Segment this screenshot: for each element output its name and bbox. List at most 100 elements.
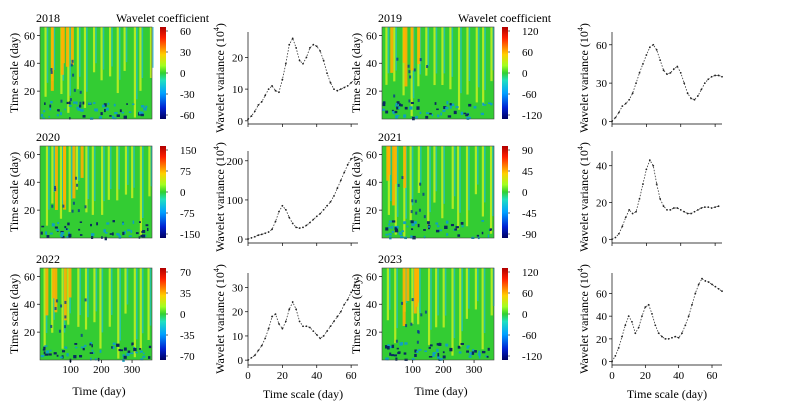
- variance-point: [714, 285, 717, 288]
- variance-ytick-label: 20: [596, 334, 608, 346]
- variance-ylabel: Wavelet variance (104): [576, 23, 591, 133]
- colorbar-tick-label: -150: [180, 229, 201, 241]
- variance-point: [624, 102, 627, 105]
- variance-ytick-label: 20: [596, 198, 608, 210]
- variance-ylabel: Wavelet variance (104): [212, 264, 227, 374]
- variance-point: [257, 234, 260, 237]
- variance-point: [634, 332, 637, 335]
- variance-point: [617, 232, 620, 235]
- variance-point: [312, 43, 315, 46]
- variance-point: [247, 118, 249, 121]
- variance-point: [681, 332, 683, 335]
- colorbar-tick-label: 0: [180, 187, 186, 199]
- variance-ylabel-text: Wavelet variance (10: [577, 272, 591, 374]
- heatmap-ytick-label: 40: [24, 177, 36, 189]
- variance-point: [672, 207, 675, 209]
- heatmap-texture: [385, 146, 494, 240]
- variance-point: [697, 208, 699, 211]
- variance-xlabel: Time scale (day): [627, 387, 707, 401]
- heatmap-ytick-label: 60: [366, 271, 378, 283]
- variance-point: [621, 335, 623, 338]
- year-label: 2021: [378, 130, 402, 144]
- variance-point: [661, 335, 663, 338]
- heatmap-texture: [382, 27, 495, 121]
- variance-point: [676, 207, 679, 209]
- colorbar-tick-label: 90: [522, 145, 534, 157]
- variance-point: [291, 222, 294, 225]
- variance-point: [346, 163, 349, 166]
- variance-point: [346, 298, 349, 301]
- variance-point: [322, 208, 325, 211]
- heatmap-xtick-label: 100: [404, 364, 421, 376]
- heatmap-ytick-label: 60: [24, 30, 36, 42]
- variance-point: [284, 62, 287, 65]
- variance-point: [621, 105, 624, 108]
- variance-point: [717, 288, 720, 290]
- variance-point: [291, 37, 294, 40]
- colorbar-tick-label: 60: [522, 288, 534, 300]
- variance-ytick-label: 0: [238, 355, 244, 367]
- colorbar-tick-label: -60: [522, 89, 537, 101]
- variance-ytick-label: 0: [602, 116, 608, 128]
- variance-ytick-label: 20: [232, 52, 244, 64]
- variance-point: [659, 59, 662, 62]
- variance-point: [700, 88, 703, 91]
- variance-series-line: [611, 159, 719, 240]
- variance-point: [611, 120, 613, 123]
- heatmap-ytick-label: 60: [366, 149, 378, 161]
- variance-ylabel-close: ): [213, 23, 227, 27]
- variance-point: [648, 159, 651, 162]
- variance-point: [315, 333, 318, 336]
- variance-point: [250, 237, 253, 239]
- variance-point: [284, 320, 287, 323]
- variance-point: [697, 94, 699, 97]
- variance-point: [350, 157, 353, 160]
- variance-ylabel-close: ): [577, 142, 591, 146]
- heatmap-xtick-label: 100: [62, 364, 79, 376]
- variance-ytick-label: 100: [227, 195, 244, 207]
- variance-point: [315, 215, 318, 218]
- variance-ylabel-close: ): [577, 23, 591, 27]
- variance-point: [721, 75, 723, 78]
- variance-point: [312, 218, 315, 221]
- variance-point: [271, 85, 273, 87]
- variance-point: [336, 187, 339, 190]
- colorbar: 120 60 0 -60 -120 Wavelet coefficient: [458, 11, 552, 122]
- heatmap-ytick-label: 40: [24, 299, 36, 311]
- colorbar-gradient: [502, 146, 508, 238]
- variance-point: [312, 330, 315, 333]
- heatmap-xlabel: Time (day): [414, 384, 467, 398]
- colorbar-gradient: [160, 146, 166, 238]
- variance-point: [674, 335, 677, 338]
- variance-point: [326, 330, 328, 333]
- colorbar: 120 60 0 -60 -120: [502, 267, 543, 363]
- variance-point: [686, 212, 689, 215]
- variance-point: [253, 235, 256, 238]
- variance-ylabel-sup: 4: [576, 146, 585, 150]
- variance-point: [274, 220, 277, 223]
- variance-point: [274, 89, 277, 92]
- variance-point: [638, 197, 641, 200]
- variance-point: [631, 92, 634, 95]
- variance-point: [247, 238, 249, 240]
- variance-point: [284, 208, 287, 211]
- colorbar-tick-label: -60: [522, 330, 537, 342]
- variance-point: [690, 212, 692, 215]
- variance-ytick-label: 40: [596, 311, 608, 323]
- variance-ylabel-sup: 4: [212, 268, 221, 272]
- variance-ylabel-sup: 4: [576, 268, 585, 272]
- variance-point: [710, 207, 713, 209]
- variance-point: [281, 204, 284, 207]
- variance-point: [700, 207, 703, 209]
- variance-point: [672, 68, 675, 70]
- variance-point: [278, 210, 280, 213]
- variance-point: [326, 72, 328, 75]
- variance-point: [343, 303, 346, 306]
- variance-point: [635, 210, 637, 213]
- variance-ytick-label: 20: [232, 307, 244, 319]
- variance-point: [617, 111, 620, 114]
- heatmap-ytick-label: 40: [366, 177, 378, 189]
- variance-point: [662, 69, 665, 72]
- heatmap-xtick-label: 200: [93, 364, 110, 376]
